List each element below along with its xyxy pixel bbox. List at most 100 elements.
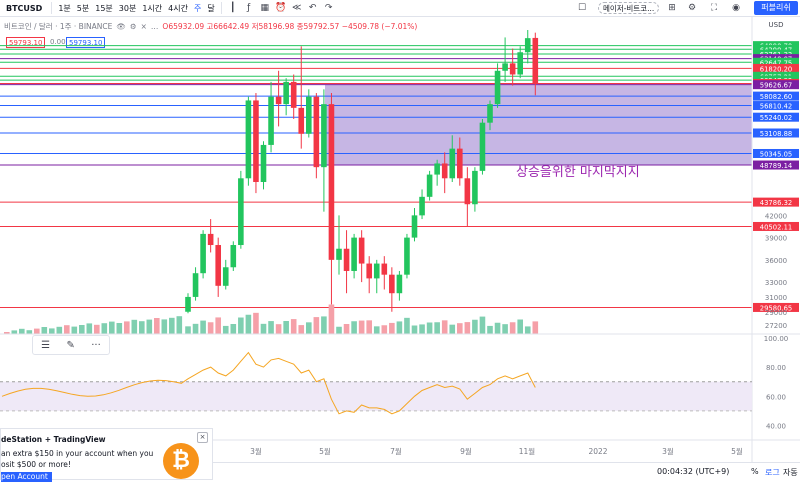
timeframe-4h[interactable]: 4시간	[168, 3, 188, 13]
settings-icon[interactable]: ⚙	[129, 22, 137, 31]
volume-bar	[192, 323, 199, 334]
volume-bar	[441, 320, 448, 334]
chart-legend: 비트코인 / 달러 · 1주 · BINANCE 👁 ⚙ × … O65932.…	[4, 21, 417, 32]
volume-bar	[176, 316, 183, 334]
volume-bar	[56, 326, 63, 334]
candle-body	[306, 96, 312, 134]
volume-bar	[373, 326, 380, 334]
level-label: 48789.14	[760, 162, 792, 170]
timeframe-1h[interactable]: 1시간	[142, 3, 163, 13]
candle-body	[373, 263, 380, 279]
volume-bar	[532, 321, 539, 334]
close-icon[interactable]: ×	[197, 432, 208, 443]
rsi-tick-label: 80.00	[766, 364, 786, 372]
log-toggle[interactable]: 로그	[765, 468, 780, 477]
snapshot-camera-icon[interactable]: ◉	[732, 3, 740, 13]
candle-body	[336, 248, 342, 260]
volume-bar	[328, 304, 335, 334]
timeframe-1m[interactable]: 1분	[58, 3, 71, 13]
candle-body	[275, 96, 282, 105]
y-tick-label: 27200	[765, 322, 787, 330]
level-label: 62647.75	[760, 59, 792, 67]
volume-bar	[101, 323, 108, 334]
close-icon[interactable]: ×	[140, 22, 147, 31]
volume-bar	[94, 324, 100, 334]
settings-gear-icon[interactable]: ⚙	[687, 3, 697, 13]
candle-body	[449, 148, 456, 179]
more-icon[interactable]: …	[150, 22, 159, 31]
x-tick-label: 3월	[662, 446, 674, 456]
undo-icon[interactable]: ↶	[308, 3, 317, 13]
volume-bar	[71, 326, 78, 334]
level-label: 58082.60	[760, 93, 792, 101]
x-tick-label: 5월	[731, 446, 743, 456]
volume-bar	[215, 317, 221, 334]
sell-price[interactable]: 59793.10	[6, 37, 46, 48]
top-toolbar: BTCUSD 1분 5분 15분 30분 1시간 4시간 주 달 ┃ ƒ ▦ ⏰…	[0, 0, 800, 17]
volume-bar	[524, 326, 531, 334]
alert-icon[interactable]: ⏰	[275, 3, 287, 13]
candle-body	[207, 233, 214, 246]
templates-icon[interactable]: ▦	[260, 3, 269, 13]
candle-body	[230, 245, 237, 268]
replay-icon[interactable]: ≪	[291, 3, 302, 13]
timeframe-week[interactable]: 주	[193, 3, 202, 13]
legend-title[interactable]: 비트코인 / 달러 · 1주 · BINANCE	[4, 22, 113, 31]
redo-icon[interactable]: ↷	[324, 3, 333, 13]
volume-bar	[169, 317, 175, 334]
percent-toggle[interactable]: %	[751, 467, 759, 476]
candle-body	[502, 63, 508, 71]
volume-bar	[200, 320, 206, 334]
promo-text-1: an extra $150 in your account when you	[1, 449, 154, 458]
level-label-bg	[753, 44, 799, 54]
timeframe-15m[interactable]: 15분	[95, 3, 113, 13]
timeframe-5m[interactable]: 5분	[76, 3, 90, 13]
candle-body	[185, 296, 191, 312]
candle-body	[472, 170, 478, 205]
x-tick-label: 3월	[250, 446, 262, 456]
divider	[220, 2, 222, 14]
indicators-icon[interactable]: ƒ	[247, 3, 251, 13]
settings-lines-icon[interactable]: ☰	[41, 339, 51, 351]
candle-body	[358, 237, 365, 264]
volume-bar	[253, 312, 259, 334]
clock[interactable]: 00:04:32 (UTC+9)	[657, 467, 730, 476]
symbol-search[interactable]: BTCUSD	[6, 3, 43, 13]
more-icon[interactable]: ···	[91, 339, 101, 351]
layout-grid-icon[interactable]: ⊞	[668, 3, 676, 13]
level-label: 59626.67	[760, 82, 792, 90]
level-label-bg	[753, 80, 799, 90]
eye-icon[interactable]: 👁	[116, 22, 126, 31]
rsi-line	[1, 351, 536, 415]
level-label: 50345.05	[760, 150, 792, 158]
buy-price[interactable]: 59793.10	[66, 37, 106, 48]
layout-name[interactable]: 메이저-비트코...	[598, 2, 660, 14]
level-label-bg	[753, 49, 799, 59]
open-account-button[interactable]: pen Account	[1, 472, 52, 482]
rsi-tick-label: 100.00	[764, 335, 789, 343]
candle-body	[321, 104, 327, 168]
support-annotation[interactable]: 상승을위한 마지막지지	[516, 165, 640, 180]
volume-bar	[207, 322, 214, 334]
level-label-bg	[753, 302, 799, 312]
volume-bar	[502, 324, 508, 334]
candle-body	[396, 274, 403, 294]
volume-bar	[109, 321, 115, 334]
auto-toggle[interactable]: 자동	[783, 468, 798, 477]
level-label: 53108.88	[760, 130, 792, 138]
level-label-bg	[753, 112, 799, 122]
timeframe-30m[interactable]: 30분	[118, 3, 137, 13]
fullscreen-icon[interactable]: ⛶	[710, 3, 718, 13]
volume-bar	[64, 325, 70, 334]
y-tick-label: 42000	[765, 212, 787, 220]
timeframe-month[interactable]: 달	[207, 3, 215, 13]
layout-checkbox-icon[interactable]: ☐	[577, 3, 587, 13]
pencil-icon[interactable]: ✎	[66, 339, 75, 351]
candle-style-icon[interactable]: ┃	[229, 3, 236, 13]
candle-body	[532, 37, 539, 84]
publish-button[interactable]: 퍼블리쉬	[754, 1, 798, 15]
volume-bar	[11, 330, 18, 334]
volume-bar	[298, 325, 305, 334]
volume-bar	[358, 320, 365, 334]
